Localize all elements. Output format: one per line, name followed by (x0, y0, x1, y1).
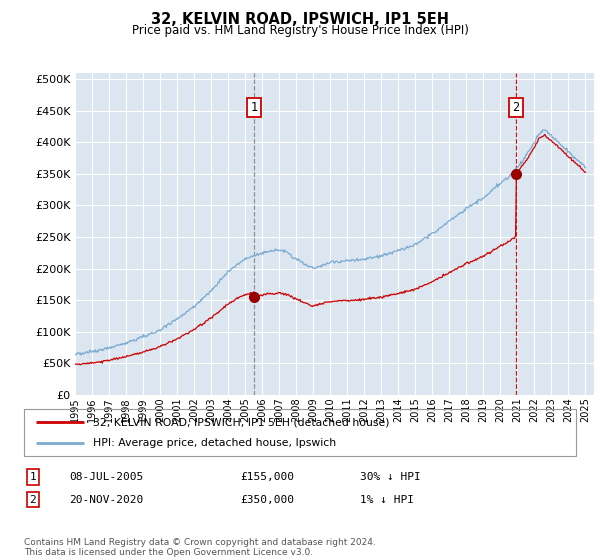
Text: 1% ↓ HPI: 1% ↓ HPI (360, 494, 414, 505)
Text: £155,000: £155,000 (240, 472, 294, 482)
Text: 08-JUL-2005: 08-JUL-2005 (69, 472, 143, 482)
Text: Price paid vs. HM Land Registry's House Price Index (HPI): Price paid vs. HM Land Registry's House … (131, 24, 469, 36)
Text: 32, KELVIN ROAD, IPSWICH, IP1 5EH: 32, KELVIN ROAD, IPSWICH, IP1 5EH (151, 12, 449, 27)
Text: 2: 2 (29, 494, 37, 505)
Text: 20-NOV-2020: 20-NOV-2020 (69, 494, 143, 505)
Text: £350,000: £350,000 (240, 494, 294, 505)
Text: 30% ↓ HPI: 30% ↓ HPI (360, 472, 421, 482)
Text: 2: 2 (512, 101, 519, 114)
Text: Contains HM Land Registry data © Crown copyright and database right 2024.
This d: Contains HM Land Registry data © Crown c… (24, 538, 376, 557)
Text: 32, KELVIN ROAD, IPSWICH, IP1 5EH (detached house): 32, KELVIN ROAD, IPSWICH, IP1 5EH (detac… (93, 417, 389, 427)
Text: HPI: Average price, detached house, Ipswich: HPI: Average price, detached house, Ipsw… (93, 438, 336, 448)
Text: 1: 1 (250, 101, 257, 114)
Text: 1: 1 (29, 472, 37, 482)
